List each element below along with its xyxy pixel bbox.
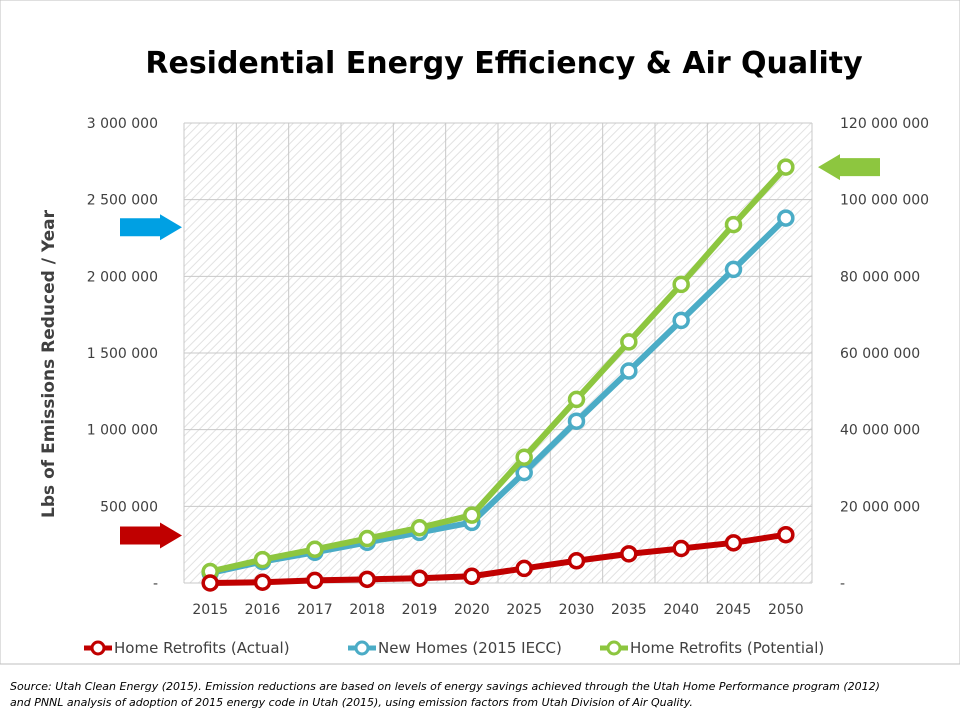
y-left-tick-label: - xyxy=(153,576,158,592)
y-right-tick-label: 20 000 000 xyxy=(840,499,920,515)
x-tick-label: 2016 xyxy=(245,602,281,618)
data-point xyxy=(253,573,272,591)
y-axis-label: Lbs of Emissions Reduced / Year xyxy=(39,209,59,518)
legend-marker xyxy=(354,640,370,656)
data-point xyxy=(724,215,743,234)
data-point xyxy=(463,567,481,586)
x-tick-label: 2017 xyxy=(297,602,333,618)
data-point xyxy=(515,559,533,578)
data-point xyxy=(672,539,690,558)
data-point xyxy=(620,333,638,351)
annotation-arrow xyxy=(120,522,182,549)
series-line xyxy=(207,164,789,575)
data-point xyxy=(672,311,690,330)
source-note-line-1: Source: Utah Clean Energy (2015). Emissi… xyxy=(10,680,880,693)
legend: Home Retrofits (Actual) New Homes (2015 I… xyxy=(84,639,824,657)
data-point xyxy=(724,534,743,552)
legend-label: New Homes (2015 IECC) xyxy=(378,639,562,657)
y-right-tick-label: 40 000 000 xyxy=(840,423,920,439)
axis-ticks: - 500 000 1 000 000 1 500 000 2 000 000 2 500… xyxy=(87,116,929,618)
data-point xyxy=(567,552,586,570)
data-point xyxy=(620,362,638,380)
data-point xyxy=(358,570,376,589)
annotation-arrow xyxy=(120,214,182,241)
y-left-tick-label: 2 500 000 xyxy=(87,193,158,209)
series-lines xyxy=(201,158,795,592)
data-point xyxy=(306,571,324,590)
y-left-tick-label: 3 000 000 xyxy=(87,116,158,132)
y-left-tick-label: 1 000 000 xyxy=(87,423,158,439)
data-point xyxy=(620,545,638,563)
data-point xyxy=(410,569,429,587)
data-point xyxy=(410,519,429,537)
data-point xyxy=(358,529,376,548)
data-point xyxy=(777,525,795,544)
data-point xyxy=(777,209,795,227)
x-tick-label: 2015 xyxy=(192,602,228,618)
y-left-tick-label: 500 000 xyxy=(100,499,158,515)
legend-marker xyxy=(90,640,106,656)
x-tick-label: 2035 xyxy=(611,602,647,618)
y-right-tick-label: 100 000 000 xyxy=(840,193,929,209)
data-point xyxy=(253,550,272,569)
data-point xyxy=(777,158,795,176)
y-left-tick-label: 1 500 000 xyxy=(87,346,158,362)
legend-marker xyxy=(606,640,622,656)
data-point xyxy=(201,574,219,592)
y-right-tick-label: 120 000 000 xyxy=(840,116,929,132)
x-tick-label: 2020 xyxy=(454,602,490,618)
data-point xyxy=(567,390,586,409)
legend-label: Home Retrofits (Actual) xyxy=(114,639,290,657)
y-left-tick-label: 2 000 000 xyxy=(87,269,158,285)
data-point xyxy=(724,260,743,279)
y-right-tick-label: - xyxy=(840,576,845,592)
x-tick-label: 2030 xyxy=(559,602,595,618)
x-tick-label: 2019 xyxy=(402,602,438,618)
x-tick-label: 2018 xyxy=(349,602,385,618)
annotation-arrow xyxy=(818,154,880,181)
x-tick-label: 2045 xyxy=(716,602,752,618)
chart-title: Residential Energy Efficiency & Air Qual… xyxy=(145,46,863,81)
data-point xyxy=(672,275,690,294)
legend-label: Home Retrofits (Potential) xyxy=(630,639,824,657)
x-tick-label: 2040 xyxy=(663,602,699,618)
source-note-line-2: and PNNL analysis of adoption of 2015 en… xyxy=(10,696,693,709)
y-right-tick-label: 80 000 000 xyxy=(840,269,920,285)
data-point xyxy=(515,448,533,467)
data-point xyxy=(306,540,324,559)
x-tick-label: 2050 xyxy=(768,602,804,618)
data-point xyxy=(463,506,481,524)
data-point xyxy=(515,463,533,482)
annotation-arrows xyxy=(120,154,880,549)
x-tick-label: 2025 xyxy=(506,602,542,618)
data-point xyxy=(567,412,586,430)
y-right-tick-label: 60 000 000 xyxy=(840,346,920,362)
